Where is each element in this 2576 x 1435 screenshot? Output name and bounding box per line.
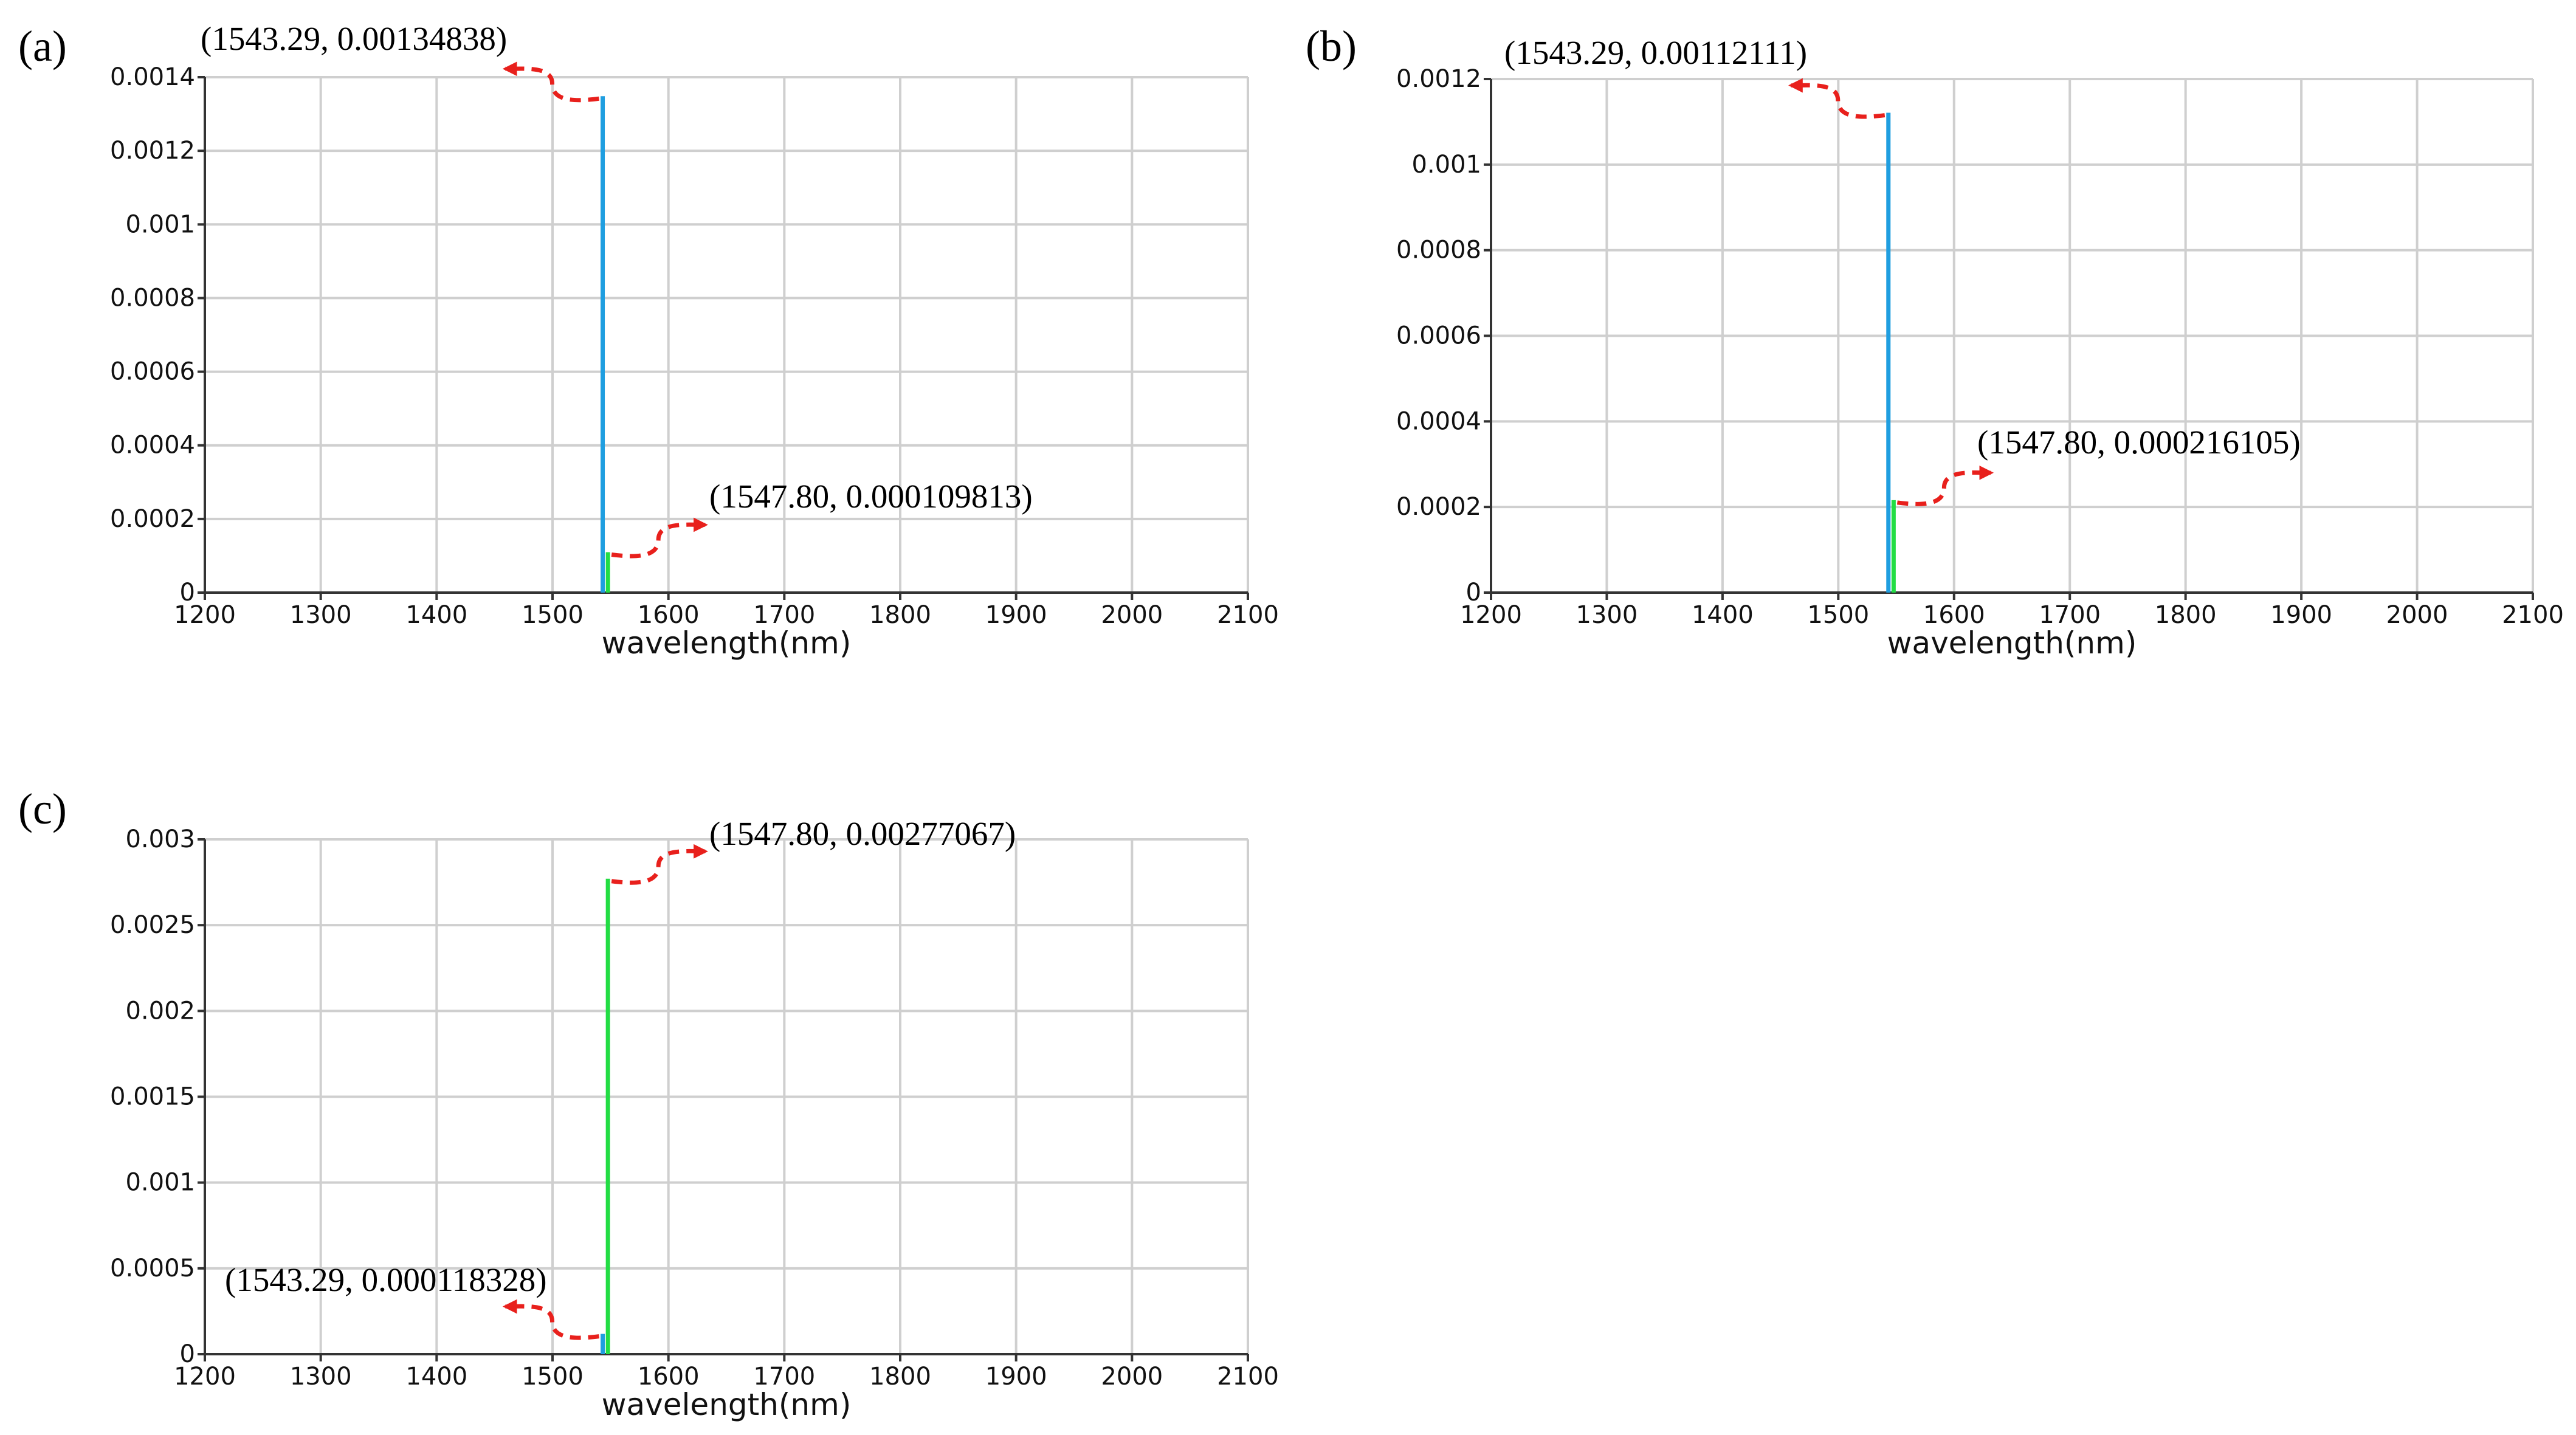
y-tick-label: 0.001 bbox=[1411, 151, 1481, 179]
x-tick-label: 2000 bbox=[1101, 1363, 1163, 1391]
x-tick-label: 2000 bbox=[2386, 601, 2448, 629]
annotation-arrow bbox=[1788, 78, 1886, 119]
y-tick-label: 0.0012 bbox=[1396, 65, 1481, 93]
y-tick-label: 0.002 bbox=[125, 997, 195, 1025]
y-tick-label: 0.001 bbox=[125, 210, 195, 238]
x-tick-label: 1400 bbox=[1692, 601, 1754, 629]
point-annotation: (1547.80, 0.00277067) bbox=[709, 815, 1016, 852]
x-tick-label: 1700 bbox=[753, 601, 815, 629]
x-tick-label: 1800 bbox=[2155, 601, 2217, 629]
x-tick-label: 1500 bbox=[1807, 601, 1869, 629]
chart-panel-c: 0 0.0005 0.001 0.0015 0.002 0.0025 0.003 1200 13… bbox=[18, 785, 1279, 1422]
annotation-arrow bbox=[611, 844, 708, 885]
panel-label: (a) bbox=[18, 22, 67, 71]
point-annotation: (1543.29, 0.00134838) bbox=[201, 20, 507, 57]
x-tick-label: 1400 bbox=[405, 1363, 467, 1391]
point-annotation: (1543.29, 0.00112111) bbox=[1504, 34, 1807, 71]
point-annotation: (1543.29, 0.000118328) bbox=[225, 1261, 547, 1298]
y-tick-label: 0.0025 bbox=[110, 911, 195, 939]
x-tick-label: 1800 bbox=[869, 601, 931, 629]
x-axis-label: wavelength(nm) bbox=[602, 625, 852, 661]
y-tick-label: 0.0002 bbox=[1396, 493, 1481, 521]
annotation-arrow bbox=[1896, 465, 1994, 506]
y-tick-label: 0 bbox=[180, 579, 195, 607]
x-tick-label: 1400 bbox=[405, 601, 467, 629]
x-tick-label: 2100 bbox=[1217, 1363, 1279, 1391]
x-tick-label: 1500 bbox=[522, 601, 584, 629]
y-tick-label: 0.0004 bbox=[1396, 407, 1481, 435]
x-tick-label: 1900 bbox=[985, 601, 1047, 629]
x-tick-label: 1900 bbox=[985, 1363, 1047, 1391]
y-tick-label: 0 bbox=[1466, 579, 1481, 607]
x-tick-label: 1900 bbox=[2270, 601, 2332, 629]
x-tick-label: 2100 bbox=[2502, 601, 2564, 629]
point-annotation: (1547.80, 0.000216105) bbox=[1977, 424, 2301, 461]
y-tick-label: 0.0015 bbox=[110, 1083, 195, 1111]
x-tick-label: 1500 bbox=[522, 1363, 584, 1391]
x-tick-label: 1300 bbox=[290, 1363, 352, 1391]
x-tick-label: 1200 bbox=[1460, 601, 1522, 629]
y-tick-label: 0.003 bbox=[125, 825, 195, 853]
panel-label: (b) bbox=[1306, 22, 1357, 71]
point-annotation: (1547.80, 0.000109813) bbox=[709, 478, 1033, 515]
annotation-arrow bbox=[502, 1299, 599, 1340]
y-tick-label: 0.0002 bbox=[110, 505, 195, 533]
y-tick-label: 0.0006 bbox=[110, 358, 195, 386]
y-tick-label: 0.001 bbox=[125, 1169, 195, 1197]
chart-panel-b: 0 0.0002 0.0004 0.0006 0.0008 0.001 0.0012 1200… bbox=[1306, 22, 2564, 661]
x-tick-label: 1600 bbox=[638, 601, 700, 629]
x-tick-label: 1200 bbox=[174, 1363, 236, 1391]
x-tick-label: 1200 bbox=[174, 601, 236, 629]
x-tick-label: 1800 bbox=[869, 1363, 931, 1391]
x-tick-label: 1700 bbox=[2039, 601, 2101, 629]
y-tick-label: 0 bbox=[180, 1340, 195, 1368]
x-tick-label: 1300 bbox=[290, 601, 352, 629]
x-tick-label: 1600 bbox=[1923, 601, 1985, 629]
x-axis-label: wavelength(nm) bbox=[602, 1387, 852, 1422]
annotation-arrow bbox=[502, 61, 599, 103]
x-tick-label: 1600 bbox=[638, 1363, 700, 1391]
y-tick-label: 0.0012 bbox=[110, 137, 195, 165]
y-tick-label: 0.0006 bbox=[1396, 322, 1481, 350]
y-tick-label: 0.0014 bbox=[110, 63, 195, 91]
y-tick-label: 0.0004 bbox=[110, 432, 195, 459]
y-tick-label: 0.0008 bbox=[110, 284, 195, 312]
y-tick-label: 0.0005 bbox=[110, 1254, 195, 1282]
x-tick-label: 1300 bbox=[1576, 601, 1638, 629]
x-tick-label: 1700 bbox=[753, 1363, 815, 1391]
annotation-arrow bbox=[611, 517, 708, 559]
y-tick-label: 0.0008 bbox=[1396, 236, 1481, 264]
chart-panel-a: 0 0.0002 0.0004 0.0006 0.0008 0.001 0.0012 0.00… bbox=[18, 20, 1279, 661]
x-axis-label: wavelength(nm) bbox=[1887, 625, 2137, 661]
x-tick-label: 2100 bbox=[1217, 601, 1279, 629]
panel-label: (c) bbox=[18, 785, 67, 833]
x-tick-label: 2000 bbox=[1101, 601, 1163, 629]
